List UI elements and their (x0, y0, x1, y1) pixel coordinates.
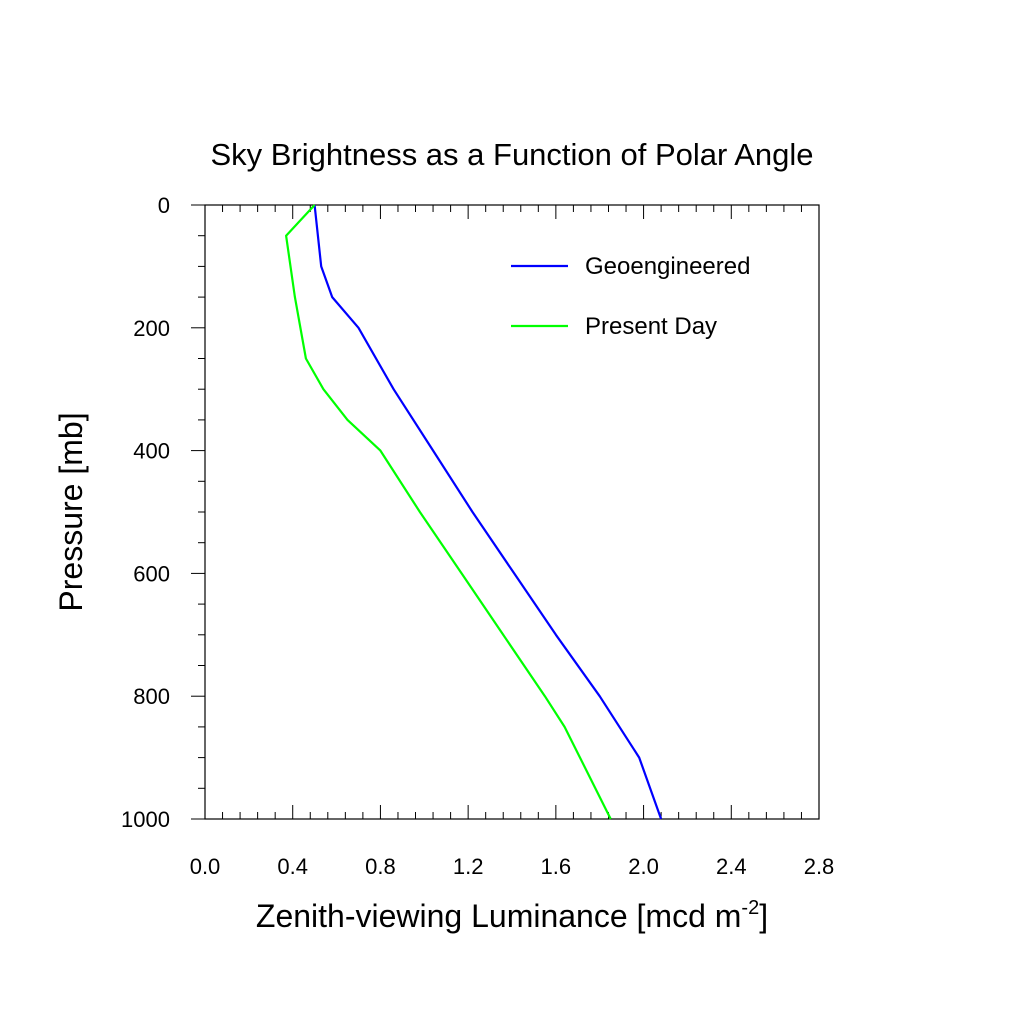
y-axis-ticks: 0 200 400 600 800 1000 (121, 193, 205, 832)
legend-label-present-day: Present Day (585, 313, 717, 340)
x-tick-label: 1.2 (453, 854, 484, 879)
x-axis-title-superscript: -2 (741, 897, 759, 919)
plot-border (204, 204, 820, 820)
plot-frame (204, 204, 820, 820)
y-tick-label: 1000 (121, 807, 170, 832)
y-tick-label: 600 (133, 561, 170, 586)
y-tick-label: 0 (158, 193, 170, 218)
legend: Geoengineered Present Day (511, 253, 750, 340)
x-tick-label: 0.4 (277, 854, 308, 879)
x-tick-label: 0.0 (190, 854, 221, 879)
x-axis-ticks: 0.0 0.4 0.8 1.2 1.6 2.0 2.4 2.8 (190, 205, 835, 879)
x-tick-label: 2.4 (716, 854, 747, 879)
series-layer (285, 204, 663, 820)
chart-title: Sky Brightness as a Function of Polar An… (210, 137, 813, 172)
x-tick-label: 0.8 (365, 854, 396, 879)
x-axis-title-main: Zenith-viewing Luminance [mcd m (256, 898, 742, 934)
x-axis-title: Zenith-viewing Luminance [mcd m-2] (256, 897, 768, 934)
series-line-geoengineered (313, 204, 663, 820)
x-axis-title-end: ] (759, 898, 768, 934)
x-tick-label: 1.6 (541, 854, 572, 879)
y-tick-label: 200 (133, 316, 170, 341)
x-tick-label: 2.0 (628, 854, 659, 879)
y-axis-title: Pressure [mb] (53, 412, 89, 611)
y-tick-label: 800 (133, 684, 170, 709)
y-tick-label: 400 (133, 439, 170, 464)
legend-label-geoengineered: Geoengineered (585, 253, 750, 280)
x-tick-label: 2.8 (804, 854, 835, 879)
series-line-present-day (285, 204, 612, 820)
